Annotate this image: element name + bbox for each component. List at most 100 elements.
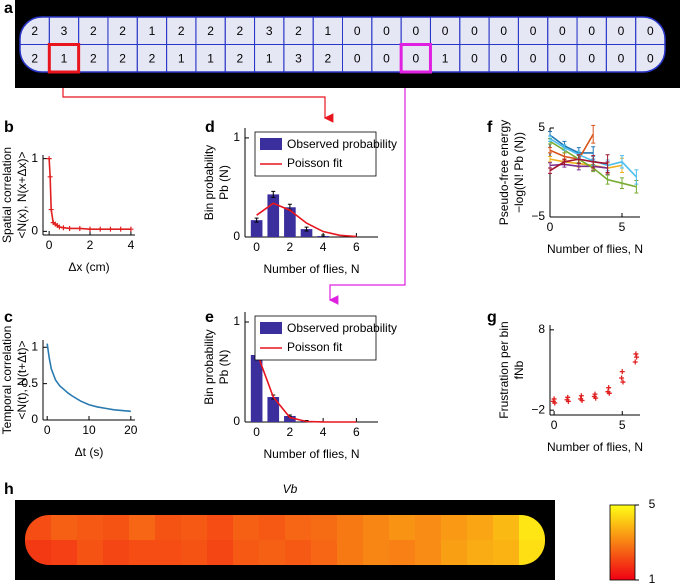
bin-count: 0: [500, 51, 507, 65]
error-bar: [591, 124, 596, 144]
heatmap-cell: [77, 515, 104, 541]
bin-count: 2: [207, 24, 214, 38]
y-axis-label: Spatial correlation: [0, 147, 14, 243]
x-axis-label: Number of flies, N: [547, 440, 643, 454]
heatmap-cell: [181, 540, 208, 565]
heatmap-cell: [155, 540, 182, 565]
bin-count: 1: [61, 51, 68, 65]
fit-line: [255, 351, 357, 423]
bar: [284, 416, 296, 422]
data-marker: [56, 224, 62, 230]
x-tick-label: 2: [87, 238, 94, 252]
legend-label: Poisson fit: [287, 156, 343, 170]
panel-letter: a: [4, 0, 13, 17]
bin-count: 0: [383, 24, 390, 38]
heatmap-cell: [363, 540, 390, 565]
x-tick-label: 5: [619, 418, 626, 432]
heatmap-cell: [467, 540, 494, 565]
heatmap-cell: [129, 540, 156, 565]
error-bar: [304, 226, 309, 232]
data-marker: [46, 156, 52, 162]
error-bar: [548, 155, 552, 163]
x-tick-label: 0: [253, 425, 260, 439]
scatter-point: [578, 393, 584, 399]
heatmap-cell: [233, 515, 260, 541]
heatmap-title: Vb: [283, 482, 298, 496]
bin-count: 2: [237, 24, 244, 38]
side-label: HEAT: [667, 28, 681, 60]
panel-letter: e: [205, 309, 214, 326]
bin-count: 2: [237, 51, 244, 65]
data-line: [46, 343, 131, 413]
bin-count: 0: [618, 51, 625, 65]
y-axis-label: Temporal correlation: [0, 326, 14, 435]
bin-count: 2: [90, 51, 97, 65]
heatmap-cell: [129, 515, 156, 541]
bar: [250, 220, 263, 237]
panel-letter: h: [4, 481, 14, 498]
error-bar: [634, 169, 639, 185]
y-axis-label: Pb (N): [217, 165, 231, 200]
y-tick-label: 5: [538, 120, 545, 134]
heatmap-cell: [103, 515, 130, 541]
heatmap-cell: [233, 540, 260, 565]
x-axis-label: Number of flies, N: [547, 242, 643, 256]
heatmap-cell: [415, 515, 442, 541]
y-tick-label: −2: [531, 402, 545, 416]
legend-label: Observed probability: [287, 321, 397, 335]
x-axis-label: Δx (cm): [68, 260, 109, 274]
bin-count: 0: [354, 24, 361, 38]
panel-letter: d: [205, 119, 215, 136]
scatter-point: [619, 369, 625, 375]
bin-count: 2: [119, 24, 126, 38]
bin-count: 1: [266, 51, 273, 65]
arena-outline: [19, 16, 666, 73]
scatter-point: [634, 354, 640, 360]
colorbar-tick-label: 5: [649, 497, 656, 511]
data-marker: [47, 174, 53, 180]
link-arrow: [328, 72, 406, 305]
heatmap-cell: [311, 540, 338, 565]
colorbar: [609, 504, 636, 581]
data-marker: [118, 226, 124, 232]
bin-count: 2: [295, 24, 302, 38]
y-axis-label: −log(N! Pb (N)): [512, 132, 526, 213]
scatter-point: [632, 359, 638, 365]
data-marker: [97, 226, 103, 232]
bin-count: 0: [471, 24, 478, 38]
x-axis-label: Number of flies, N: [263, 447, 359, 461]
scatter-point: [633, 351, 639, 357]
heatmap-cell: [415, 540, 442, 565]
bar: [267, 397, 280, 422]
heatmap-cell: [285, 515, 312, 541]
y-axis-label: Bin probability: [202, 145, 216, 220]
fit-line: [256, 202, 357, 238]
bin-count: 2: [31, 24, 38, 38]
error-bar: [548, 147, 552, 154]
series-line: [549, 133, 594, 161]
heatmap-cell: [493, 515, 520, 541]
bin-count: 0: [354, 51, 361, 65]
y-tick-label: 1: [31, 339, 38, 353]
bin-count: 0: [647, 24, 654, 38]
heatmap-cell: [77, 540, 104, 565]
bin-count: 0: [588, 24, 595, 38]
heatmap-cell: [441, 540, 468, 565]
heatmap-cell: [51, 540, 78, 565]
y-tick-label: 1: [233, 314, 240, 328]
scatter-point: [565, 398, 571, 404]
y-tick-label: −5: [531, 209, 545, 223]
bin-count: 2: [149, 51, 156, 65]
x-tick-label: 0: [547, 220, 554, 234]
y-tick-label: 1: [31, 151, 38, 165]
y-tick-label: 0: [233, 229, 240, 243]
bin-count: 1: [442, 51, 449, 65]
bin-count: 3: [266, 24, 273, 38]
bar: [250, 355, 263, 422]
error-bar: [620, 155, 624, 169]
legend-swatch: [260, 322, 282, 334]
heatmap-cell: [207, 515, 234, 541]
error-bar: [321, 234, 326, 238]
heatmap-cell: [441, 515, 468, 541]
scatter-point: [565, 394, 571, 400]
